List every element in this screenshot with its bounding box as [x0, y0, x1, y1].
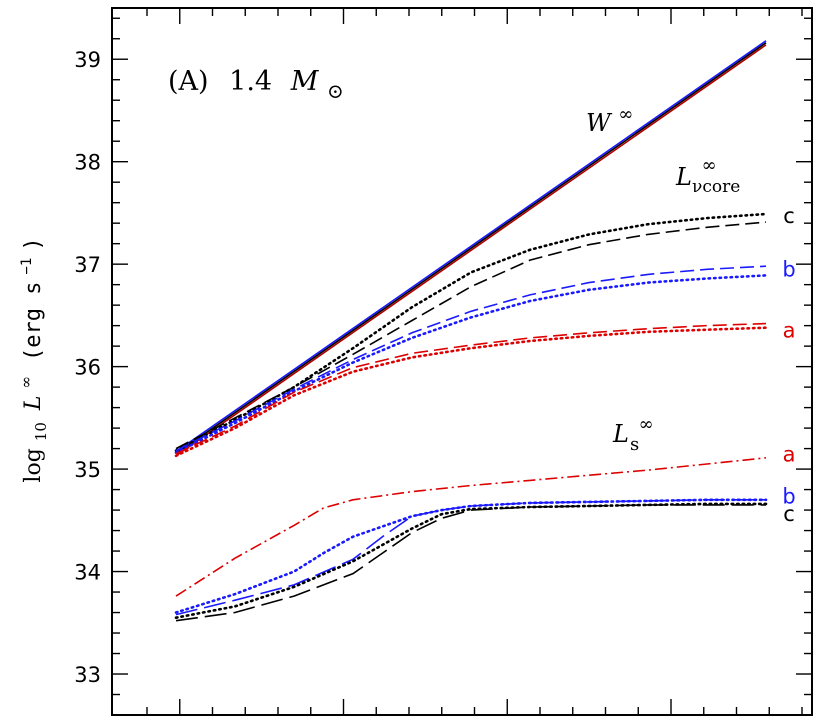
w-infinity-label: W ∞: [586, 104, 633, 137]
panel-id: (A): [168, 66, 209, 97]
series-lcore-c-dashed: [175, 221, 767, 450]
x-axis-ticks: [146, 8, 803, 715]
w-base: W: [586, 109, 613, 137]
ylabel-var: L: [21, 396, 46, 412]
panel-label: (A) 1.4 M ⊙: [168, 66, 344, 103]
case-label-a: a: [783, 443, 796, 467]
plot-frame: [111, 7, 813, 716]
ls-sup: ∞: [639, 414, 654, 435]
case-label-b: b: [782, 257, 795, 281]
mass-value: 1.4: [229, 66, 272, 97]
y-axis-label: log 10 L ∞ (erg s −1 ): [12, 237, 52, 482]
y-tick-label: 35: [74, 458, 101, 482]
series-lcore-a-dashed: [175, 322, 767, 455]
series-w-solid: [175, 40, 767, 453]
series-ls-b-dotted: [174, 498, 768, 614]
series-lcore-b-dashed: [175, 265, 767, 452]
ylabel-sub: 10: [32, 422, 50, 441]
ylabel-unit: (erg s: [21, 282, 46, 361]
case-label-c: c: [783, 502, 795, 526]
lcore-sup: ∞: [702, 155, 717, 176]
ls-sub: s: [630, 434, 639, 455]
series-lines: [174, 40, 768, 622]
y-tick-label: 36: [74, 356, 101, 380]
series-ls-b-longdash: [175, 498, 766, 616]
series-lcore-b-dotted: [174, 274, 768, 455]
y-tick-label: 39: [74, 48, 101, 72]
mass-unit-sun: ⊙: [327, 79, 344, 103]
plot-border: [111, 7, 813, 716]
lcore-base: L: [675, 163, 692, 191]
series-ls-c-dotted: [174, 502, 768, 620]
ylabel-unit-exp: −1: [19, 258, 35, 275]
y-tick-label: 34: [74, 561, 101, 585]
mass-unit: M: [290, 66, 320, 97]
y-tick-label: 38: [74, 151, 101, 175]
case-label-a: a: [783, 319, 796, 343]
series-lcore-a-dotted: [174, 326, 768, 458]
series-ls-a-dashdot: [175, 457, 767, 597]
series-ls-c-longdash: [175, 504, 766, 622]
y-tick-label: 37: [74, 253, 101, 277]
series-w-solid: [175, 42, 767, 455]
case-label-c: c: [783, 204, 795, 228]
y-tick-label: 33: [74, 663, 101, 687]
lcore-sub: νcore: [692, 177, 740, 197]
ls-base: L: [612, 420, 629, 448]
ylabel-unit-close: ): [21, 237, 46, 250]
case-label-b: b: [782, 485, 795, 509]
l-s-label: L ∞ s: [612, 408, 661, 455]
y-axis-ticks: 33 34 35 36 37 38 39: [74, 17, 812, 716]
series-w-solid: [175, 44, 767, 457]
l-nu-core-label: L ∞ νcore: [675, 149, 740, 197]
ylabel-sup: ∞: [17, 376, 35, 389]
w-sup: ∞: [618, 104, 633, 125]
ylabel-prefix: log: [21, 448, 46, 482]
